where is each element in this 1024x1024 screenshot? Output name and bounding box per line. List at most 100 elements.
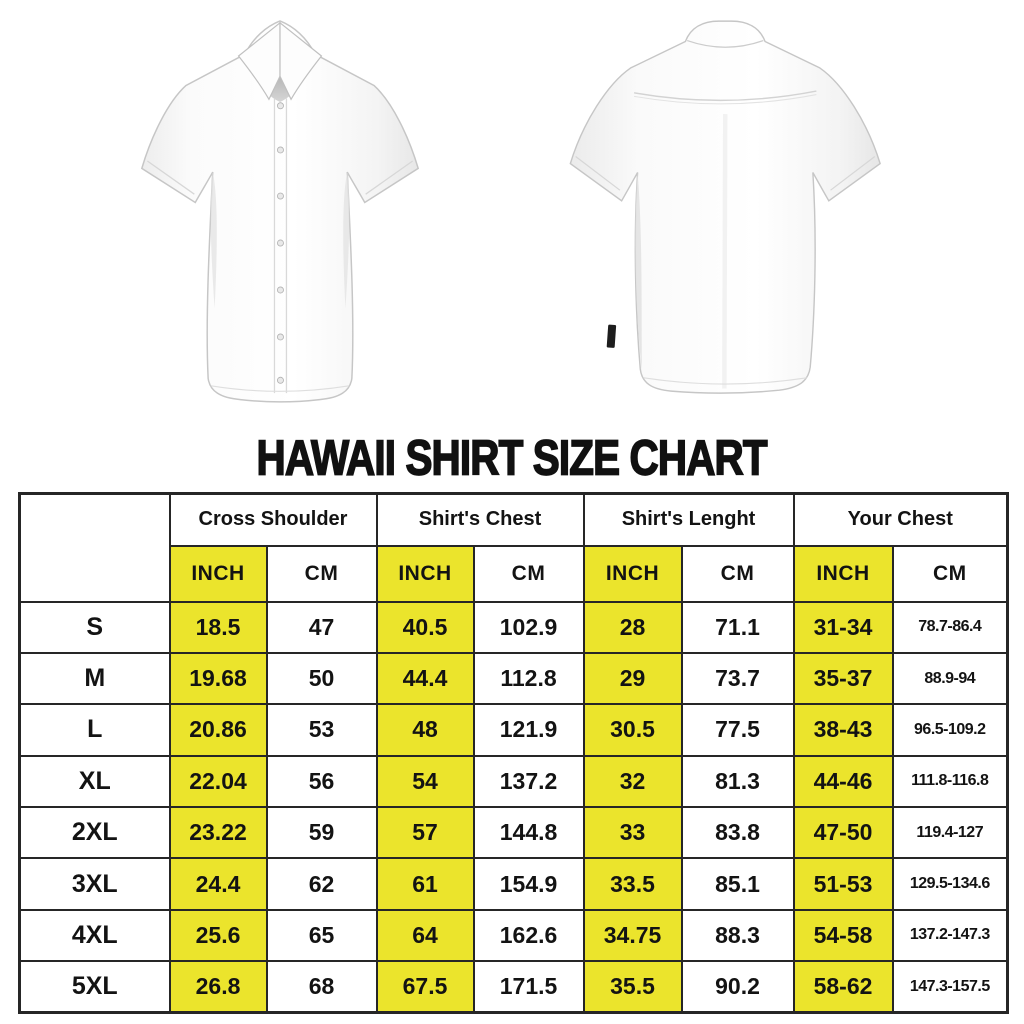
cell-shirts-chest-inch: 67.5	[375, 960, 475, 1014]
cell-shirts-chest-cm: 144.8	[472, 805, 585, 860]
table-row: 3XL 24.4 62 61 154.9 33.5 85.1 51-53 129…	[18, 857, 1009, 911]
cell-cross-shoulder-cm: 65	[265, 908, 378, 963]
cell-cross-shoulder-inch: 23.22	[168, 805, 268, 860]
cell-shirts-length-cm: 83.8	[680, 805, 795, 860]
cell-your-chest-cm: 88.9-94	[891, 651, 1009, 706]
unit-header-inch: INCH	[792, 544, 894, 603]
cell-your-chest-cm: 119.4-127	[891, 805, 1009, 860]
cell-cross-shoulder-inch: 26.8	[168, 960, 268, 1014]
corner-cell	[18, 492, 171, 603]
table-row: 4XL 25.6 65 64 162.6 34.75 88.3 54-58 13…	[18, 908, 1009, 963]
cell-shirts-chest-inch: 44.4	[375, 651, 475, 706]
unit-header-cm: CM	[680, 544, 795, 603]
shirt-front-placket	[273, 98, 288, 394]
cell-your-chest-inch: 35-37	[792, 651, 894, 706]
cell-shirts-length-inch: 30.5	[582, 703, 683, 757]
title-bar: HAWAII SHIRT SIZE CHART	[0, 429, 1024, 486]
cell-cross-shoulder-inch: 20.86	[168, 703, 268, 757]
cell-cross-shoulder-inch: 25.6	[168, 908, 268, 963]
unit-header-inch: INCH	[582, 544, 683, 603]
table-row: XL 22.04 56 54 137.2 32 81.3 44-46 111.8…	[18, 754, 1009, 809]
cell-shirts-length-cm: 81.3	[680, 754, 795, 809]
cell-shirts-chest-inch: 64	[375, 908, 475, 963]
cell-your-chest-cm: 111.8-116.8	[891, 754, 1009, 809]
size-label: M	[18, 651, 171, 706]
group-header-shirts-chest: Shirt's Chest	[375, 492, 585, 547]
unit-header-cm: CM	[265, 544, 378, 603]
cell-your-chest-inch: 51-53	[792, 857, 894, 911]
cell-shirts-length-inch: 33.5	[582, 857, 683, 911]
unit-header-inch: INCH	[375, 544, 475, 603]
cell-shirts-length-cm: 71.1	[680, 600, 795, 654]
group-header-your-chest: Your Chest	[792, 492, 1009, 547]
cell-shirts-chest-cm: 102.9	[472, 600, 585, 654]
cell-cross-shoulder-cm: 50	[265, 651, 378, 706]
table-row: M 19.68 50 44.4 112.8 29 73.7 35-37 88.9…	[18, 651, 1009, 706]
cell-shirts-length-cm: 88.3	[680, 908, 795, 963]
table-group-header-row: Cross Shoulder Shirt's Chest Shirt's Len…	[18, 492, 1009, 603]
cell-cross-shoulder-cm: 47	[265, 600, 378, 654]
table-row: L 20.86 53 48 121.9 30.5 77.5 38-43 96.5…	[18, 703, 1009, 757]
size-label: XL	[18, 754, 171, 809]
cell-your-chest-inch: 31-34	[792, 600, 894, 654]
table-row: S 18.5 47 40.5 102.9 28 71.1 31-34 78.7-…	[18, 600, 1009, 654]
shirt-front-buttons	[277, 102, 284, 384]
cell-shirts-chest-cm: 112.8	[472, 651, 585, 706]
cell-shirts-chest-cm: 154.9	[472, 857, 585, 911]
size-label: 4XL	[18, 908, 171, 963]
size-label: 2XL	[18, 805, 171, 860]
shirt-back-yoke-seam	[633, 90, 817, 102]
cell-shirts-length-cm: 90.2	[680, 960, 795, 1014]
shirt-front-body	[140, 20, 420, 403]
cell-shirts-chest-inch: 54	[375, 754, 475, 809]
cell-shirts-length-inch: 28	[582, 600, 683, 654]
cell-your-chest-inch: 58-62	[792, 960, 894, 1014]
cell-shirts-length-inch: 34.75	[582, 908, 683, 963]
cell-shirts-chest-cm: 162.6	[472, 908, 585, 963]
cell-shirts-length-inch: 29	[582, 651, 683, 706]
size-label: 5XL	[18, 960, 171, 1014]
size-chart-table: Cross Shoulder Shirt's Chest Shirt's Len…	[18, 492, 1010, 1014]
cell-shirts-length-cm: 85.1	[680, 857, 795, 911]
cell-shirts-chest-inch: 61	[375, 857, 475, 911]
cell-your-chest-inch: 38-43	[792, 703, 894, 757]
cell-shirts-chest-cm: 171.5	[472, 960, 585, 1014]
cell-your-chest-cm: 147.3-157.5	[891, 960, 1009, 1014]
cell-cross-shoulder-cm: 59	[265, 805, 378, 860]
cell-shirts-length-inch: 35.5	[582, 960, 683, 1014]
table-unit-header-row: INCH CM INCH CM INCH CM INCH CM	[20, 544, 1009, 603]
unit-header-cm: CM	[891, 544, 1009, 603]
cell-shirts-chest-inch: 48	[375, 703, 475, 757]
cell-cross-shoulder-cm: 62	[265, 857, 378, 911]
cell-shirts-length-cm: 73.7	[680, 651, 795, 706]
unit-header-cm: CM	[472, 544, 585, 603]
size-label: S	[18, 600, 171, 654]
cell-your-chest-cm: 96.5-109.2	[891, 703, 1009, 757]
cell-shirts-chest-cm: 121.9	[472, 703, 585, 757]
cell-your-chest-inch: 47-50	[792, 805, 894, 860]
page-title: HAWAII SHIRT SIZE CHART	[256, 429, 768, 486]
cell-cross-shoulder-inch: 22.04	[168, 754, 268, 809]
cell-cross-shoulder-inch: 18.5	[168, 600, 268, 654]
cell-your-chest-cm: 78.7-86.4	[891, 600, 1009, 654]
size-label: 3XL	[18, 857, 171, 911]
cell-your-chest-inch: 54-58	[792, 908, 894, 963]
cell-shirts-chest-cm: 137.2	[472, 754, 585, 809]
table-row: 5XL 26.8 68 67.5 171.5 35.5 90.2 58-62 1…	[18, 960, 1009, 1014]
unit-header-inch: INCH	[168, 544, 268, 603]
cell-cross-shoulder-cm: 68	[265, 960, 378, 1014]
group-header-shirts-length: Shirt's Lenght	[582, 492, 795, 547]
cell-your-chest-cm: 129.5-134.6	[891, 857, 1009, 911]
shirt-tag	[606, 324, 617, 348]
group-header-cross-shoulder: Cross Shoulder	[168, 492, 378, 547]
cell-your-chest-inch: 44-46	[792, 754, 894, 809]
cell-shirts-chest-inch: 40.5	[375, 600, 475, 654]
cell-shirts-length-inch: 32	[582, 754, 683, 809]
shirt-front-photo	[140, 20, 420, 403]
cell-cross-shoulder-inch: 24.4	[168, 857, 268, 911]
shirt-back-photo	[569, 20, 881, 394]
table-row: 2XL 23.22 59 57 144.8 33 83.8 47-50 119.…	[18, 805, 1009, 860]
cell-shirts-chest-inch: 57	[375, 805, 475, 860]
size-label: L	[18, 703, 171, 757]
